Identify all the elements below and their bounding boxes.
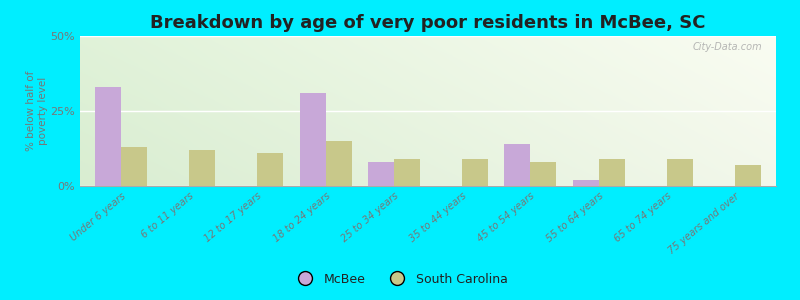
Bar [368,162,394,186]
Y-axis label: % below half of
poverty level: % below half of poverty level [26,71,48,151]
Bar [95,87,121,186]
Bar [530,162,556,186]
Bar [735,165,761,186]
Title: Breakdown by age of very poor residents in McBee, SC: Breakdown by age of very poor residents … [150,14,706,32]
Bar [462,159,488,186]
Bar [121,147,147,186]
Bar [667,159,693,186]
Bar [258,153,283,186]
Text: City-Data.com: City-Data.com [693,42,762,52]
Bar [326,141,351,186]
Legend: McBee, South Carolina: McBee, South Carolina [287,268,513,291]
Bar [300,93,326,186]
Bar [189,150,215,186]
Bar [573,180,598,186]
Bar [598,159,625,186]
Bar [394,159,420,186]
Bar [505,144,530,186]
